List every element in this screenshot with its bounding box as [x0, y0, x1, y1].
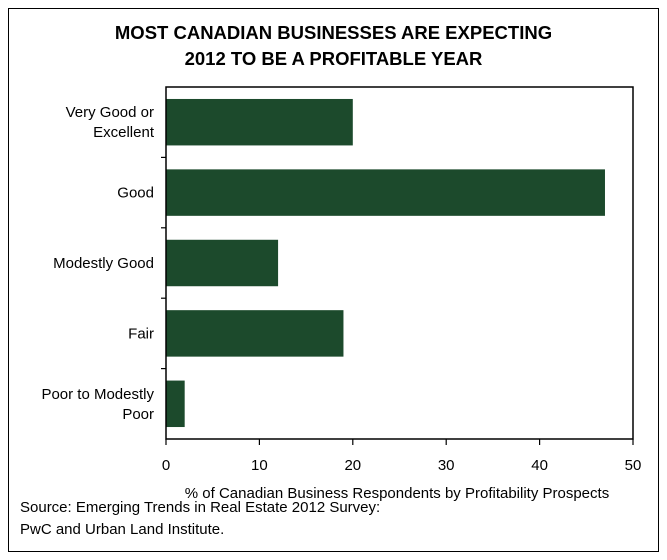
bar-2: [166, 239, 279, 287]
category-label-1: Good: [117, 185, 154, 202]
x-tick-label-3: 30: [438, 457, 455, 474]
chart-title: MOST CANADIAN BUSINESSES ARE EXPECTING 2…: [0, 20, 667, 72]
x-tick-label-2: 20: [344, 457, 361, 474]
bar-0: [166, 98, 353, 146]
category-label-4-line-1: Poor: [122, 406, 154, 423]
bar-1: [166, 169, 605, 216]
x-ticks-group: 0 10 20 30 40 50: [162, 439, 642, 474]
category-label-3: Fair: [128, 325, 154, 342]
category-label-3-line-0: Fair: [128, 325, 154, 342]
bars-group: [166, 98, 605, 428]
bar-3: [166, 310, 344, 357]
source-note: Source: Emerging Trends in Real Estate 2…: [20, 497, 380, 541]
x-tick-label-1: 10: [251, 457, 268, 474]
source-line-1: Source: Emerging Trends in Real Estate 2…: [20, 499, 381, 516]
chart-frame: [8, 8, 659, 552]
category-label-2-line-0: Modestly Good: [53, 255, 154, 272]
x-tick-label-4: 40: [531, 457, 548, 474]
category-label-0-line-0: Very Good or: [66, 104, 154, 121]
category-label-4: Poor to Modestly Poor: [41, 386, 154, 423]
category-labels-group: Very Good or Excellent Good Modestly Good Fa…: [41, 104, 166, 423]
category-label-2: Modestly Good: [53, 255, 154, 272]
source-line-2: PwC and Urban Land Institute.: [20, 521, 225, 538]
x-tick-label-5: 50: [625, 457, 642, 474]
chart-title-line-2: 2012 TO BE A PROFITABLE YEAR: [184, 48, 483, 69]
category-label-4-line-0: Poor to Modestly: [41, 386, 154, 403]
category-label-0: Very Good or Excellent: [66, 104, 155, 141]
category-label-1-line-0: Good: [117, 185, 154, 202]
x-tick-label-0: 0: [162, 457, 170, 474]
x-axis-label: % of Canadian Business Respondents by Pr…: [185, 485, 609, 502]
chart-title-line-1: MOST CANADIAN BUSINESSES ARE EXPECTING: [114, 22, 553, 43]
category-label-0-line-1: Excellent: [93, 124, 155, 141]
bar-4: [166, 380, 185, 428]
plot-area: [165, 86, 634, 440]
